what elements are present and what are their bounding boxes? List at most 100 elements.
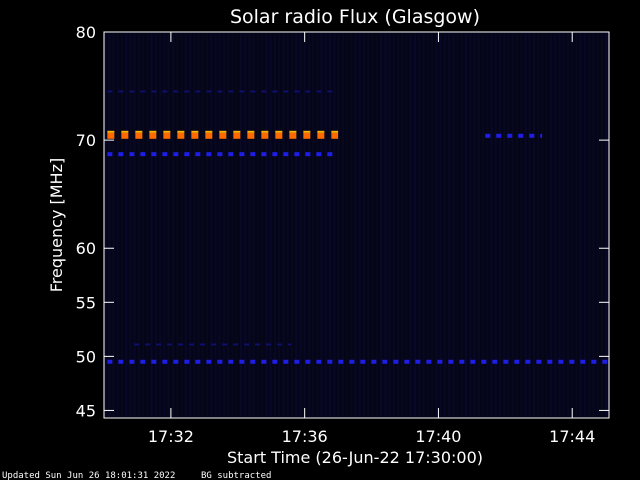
- emission-segment: [415, 359, 421, 364]
- emission-segment: [305, 152, 311, 157]
- emission-segment: [200, 343, 206, 346]
- noise-streak: [235, 34, 238, 416]
- emission-segment: [283, 90, 289, 93]
- emission-halo: [289, 130, 297, 133]
- noise-streak: [532, 34, 535, 416]
- emission-segment: [250, 152, 256, 157]
- emission-segment: [602, 359, 608, 364]
- emission-segment: [250, 359, 256, 364]
- emission-halo: [219, 130, 227, 133]
- y-tick-label: 45: [76, 401, 96, 420]
- noise-streak: [222, 34, 225, 416]
- emission-segment: [121, 132, 129, 139]
- y-tick-label: 70: [76, 131, 96, 150]
- emission-segment: [437, 359, 443, 364]
- emission-segment: [496, 133, 502, 138]
- emission-halo: [135, 130, 143, 133]
- noise-streak: [133, 34, 136, 416]
- y-tick-label: 80: [76, 23, 96, 42]
- noise-streak: [575, 34, 578, 416]
- emission-segment: [173, 152, 179, 157]
- noise-streak: [150, 34, 153, 416]
- noise-streak: [350, 34, 353, 416]
- noise-streak: [316, 34, 319, 416]
- emission-segment: [118, 90, 124, 93]
- emission-segment: [305, 359, 311, 364]
- emission-segment: [404, 359, 410, 364]
- x-tick-label: 17:44: [549, 427, 595, 446]
- emission-segment: [514, 359, 520, 364]
- noise-streak: [116, 34, 119, 416]
- emission-halo: [191, 130, 199, 133]
- x-axis: 17:32 17:36 17:40 17:44: [148, 32, 595, 446]
- emission-segment: [317, 132, 325, 139]
- emission-segment: [303, 132, 311, 139]
- noise-streak: [490, 34, 493, 416]
- noise-streak: [486, 34, 489, 416]
- emission-segment: [195, 90, 201, 93]
- emission-segment: [250, 90, 256, 93]
- emission-segment: [163, 132, 171, 139]
- emission-segment: [184, 90, 190, 93]
- x-tick-label: 17:32: [148, 427, 194, 446]
- emission-segment: [118, 359, 124, 364]
- noise-streak: [397, 34, 400, 416]
- noise-streak: [460, 34, 463, 416]
- noise-streak: [333, 34, 336, 416]
- emission-segment: [151, 152, 157, 157]
- noise-streak: [286, 34, 289, 416]
- noise-streak: [418, 34, 421, 416]
- emission-segment: [222, 343, 228, 346]
- noise-streak: [265, 34, 268, 416]
- noise-streak: [197, 34, 200, 416]
- x-axis-label: Start Time (26-Jun-22 17:30:00): [227, 448, 483, 467]
- noise-streak: [290, 34, 293, 416]
- emission-segment: [529, 133, 535, 138]
- noise-streak: [282, 34, 285, 416]
- noise-streak: [554, 34, 557, 416]
- noise-streak: [473, 34, 476, 416]
- noise-streak: [605, 34, 608, 416]
- emission-halo: [205, 130, 213, 133]
- emission-segment: [261, 152, 267, 157]
- emission-segment: [349, 359, 355, 364]
- noise-streak: [248, 34, 251, 416]
- noise-streak: [108, 34, 111, 416]
- y-axis-label: Frequency [MHz]: [47, 158, 66, 292]
- noise-streak: [435, 34, 438, 416]
- noise-streak: [469, 34, 472, 416]
- emission-halo: [107, 130, 115, 133]
- y-tick-label: 55: [76, 293, 96, 312]
- emission-segment: [228, 152, 234, 157]
- emission-segment: [129, 90, 135, 93]
- noise-streak: [163, 34, 166, 416]
- noise-streak: [231, 34, 234, 416]
- noise-streak: [456, 34, 459, 416]
- emission-segment: [393, 359, 399, 364]
- emission-segment: [503, 359, 509, 364]
- emission-segment: [277, 343, 283, 346]
- emission-segment: [470, 359, 476, 364]
- emission-segment: [195, 359, 201, 364]
- emission-segment: [261, 132, 269, 139]
- noise-streak: [367, 34, 370, 416]
- emission-segment: [591, 359, 597, 364]
- noise-streak: [401, 34, 404, 416]
- emission-segment: [107, 90, 113, 93]
- noise-streak: [180, 34, 183, 416]
- emission-segment: [331, 132, 339, 139]
- noise-streak: [431, 34, 434, 416]
- noise-streak: [227, 34, 230, 416]
- noise-streak: [571, 34, 574, 416]
- emission-segment: [536, 359, 542, 364]
- emission-segment: [558, 359, 564, 364]
- x-tick-label: 17:40: [415, 427, 461, 446]
- emission-segment: [134, 343, 140, 346]
- noise-streak: [528, 34, 531, 416]
- noise-streak: [142, 34, 145, 416]
- noise-streak: [583, 34, 586, 416]
- emission-segment: [228, 90, 234, 93]
- emission-segment: [327, 152, 333, 157]
- emission-segment: [261, 90, 267, 93]
- emission-segment: [140, 359, 146, 364]
